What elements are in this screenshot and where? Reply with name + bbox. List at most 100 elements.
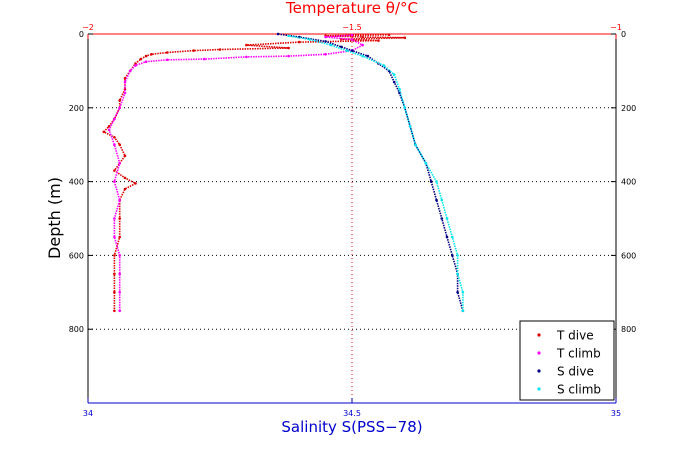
data-point-t-dive	[287, 46, 290, 50]
data-point-t-climb	[118, 106, 121, 110]
data-point-s-climb	[440, 198, 444, 202]
data-point-t-dive	[123, 154, 127, 158]
data-point-t-climb	[165, 58, 169, 62]
axis-ticks: −2 −1.5 −1 34 34.5 35 0 0 200 200 400 400 600 600 800 8…	[69, 23, 637, 418]
data-point-s-climb	[329, 43, 333, 47]
depth-tick-label-left: 800	[69, 325, 84, 334]
data-point-t-climb	[123, 80, 127, 84]
data-point-t-climb	[202, 57, 206, 61]
data-point-t-dive	[118, 235, 121, 239]
data-series	[102, 32, 465, 313]
data-point-t-dive	[118, 143, 121, 146]
data-point-s-climb	[398, 88, 401, 91]
data-point-s-dive	[276, 32, 280, 36]
depth-tick-label-left: 0	[79, 30, 84, 39]
depth-tick-label-right: 200	[621, 104, 636, 113]
data-point-t-dive	[113, 136, 116, 139]
data-point-t-climb	[118, 272, 121, 276]
data-point-t-dive	[123, 77, 127, 80]
data-point-t-climb	[144, 60, 148, 63]
depth-tick-label-left: 600	[69, 251, 84, 260]
legend-label-t-climb: T climb	[556, 347, 601, 361]
salinity-tick-label: 34	[83, 409, 93, 418]
data-point-t-dive	[123, 187, 127, 191]
data-point-t-climb	[134, 64, 137, 67]
depth-tick-label-left: 200	[69, 104, 84, 113]
data-point-s-climb	[382, 64, 386, 67]
data-point-s-climb	[287, 34, 290, 38]
data-point-s-climb	[435, 180, 438, 183]
data-point-t-dive	[192, 49, 195, 52]
data-point-s-climb	[408, 125, 412, 128]
legend: T dive T climb S dive S climb	[519, 320, 615, 401]
data-point-t-dive	[102, 130, 106, 134]
data-point-t-climb	[324, 53, 327, 56]
salinity-axis-title: Salinity S(PSS−78)	[281, 418, 422, 436]
data-point-s-climb	[361, 54, 364, 58]
data-point-t-climb	[107, 128, 111, 132]
legend-label-s-dive: S dive	[557, 365, 594, 379]
data-point-t-climb	[113, 180, 116, 183]
legend-box	[519, 320, 615, 401]
data-point-t-climb	[245, 55, 248, 59]
data-point-s-dive	[392, 80, 396, 84]
depth-tick-label-right: 800	[621, 325, 636, 334]
data-point-t-climb	[113, 117, 116, 121]
data-point-t-dive	[113, 309, 116, 313]
data-point-t-climb	[113, 143, 116, 146]
depth-tick-label-right: 0	[621, 30, 626, 39]
data-point-t-dive	[165, 51, 169, 54]
data-point-t-dive	[113, 169, 116, 172]
data-point-t-dive	[218, 48, 222, 51]
data-point-t-dive	[118, 99, 121, 102]
data-point-t-dive	[118, 217, 121, 220]
data-point-s-dive	[324, 40, 327, 43]
legend-label-t-dive: T dive	[556, 329, 594, 343]
data-point-s-climb	[456, 272, 459, 276]
data-point-t-dive	[134, 182, 137, 185]
data-point-t-dive	[139, 57, 143, 61]
depth-axis-title: Depth (m)	[45, 177, 64, 259]
data-point-s-climb	[414, 143, 417, 146]
data-point-t-dive	[113, 254, 116, 257]
data-point-t-climb	[287, 54, 290, 58]
data-point-t-dive	[403, 36, 407, 39]
data-point-s-climb	[308, 38, 312, 41]
data-point-t-dive	[377, 39, 380, 42]
depth-tick-label-right: 400	[621, 178, 636, 187]
depth-tick-label-left: 400	[69, 178, 84, 187]
legend-marker-t-climb	[537, 351, 541, 355]
data-point-t-dive	[245, 43, 248, 47]
legend-entry-t-dive: T dive	[537, 329, 594, 343]
data-point-s-dive	[429, 180, 433, 183]
data-point-s-climb	[403, 106, 407, 110]
data-point-t-climb	[118, 254, 121, 257]
legend-entry-s-climb: S climb	[537, 383, 601, 397]
data-point-t-climb	[113, 235, 116, 239]
data-point-s-dive	[366, 54, 370, 58]
data-point-s-dive	[340, 45, 343, 49]
series-s-climb	[287, 34, 465, 313]
temperature-tick-label: −2	[82, 23, 94, 32]
data-point-s-climb	[456, 254, 459, 257]
series-line-t-climb	[108, 34, 364, 311]
data-point-t-dive	[387, 33, 391, 36]
data-point-s-climb	[392, 73, 396, 76]
data-point-s-dive	[440, 217, 444, 220]
data-point-s-dive	[435, 198, 438, 202]
data-point-s-dive	[445, 235, 449, 239]
data-point-t-dive	[123, 176, 127, 180]
data-point-s-climb	[345, 49, 349, 52]
data-point-s-dive	[451, 254, 454, 257]
data-point-t-climb	[123, 91, 127, 95]
data-point-s-climb	[461, 309, 465, 313]
data-point-t-climb	[361, 43, 364, 47]
data-point-t-climb	[113, 217, 116, 220]
legend-entry-s-dive: S dive	[537, 365, 594, 379]
temperature-tick-label: −1	[610, 23, 622, 32]
legend-marker-s-climb	[537, 387, 541, 391]
data-point-s-climb	[451, 235, 454, 239]
data-point-t-climb	[324, 35, 327, 39]
legend-marker-t-dive	[537, 333, 541, 337]
